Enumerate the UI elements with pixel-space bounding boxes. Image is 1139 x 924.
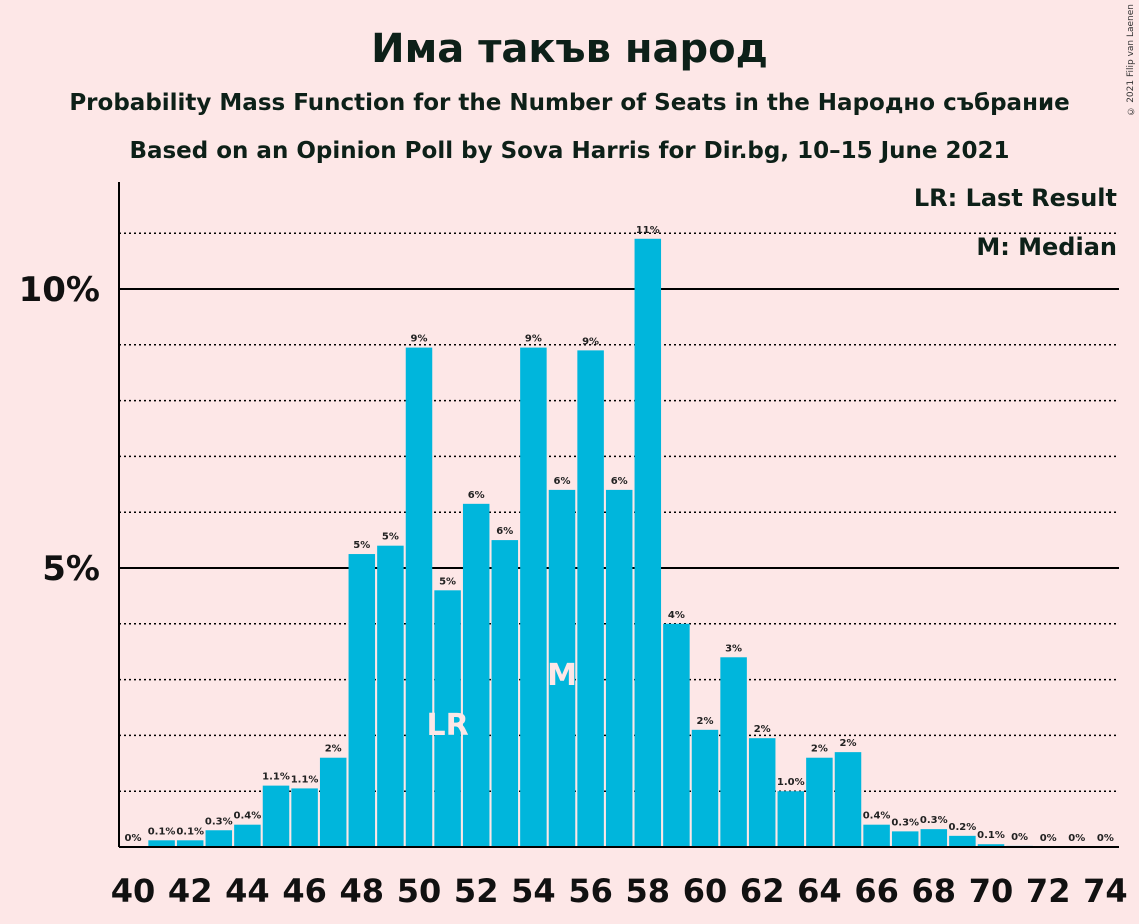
x-tick-label: 44 xyxy=(225,872,270,910)
bar-label-42: 0.1% xyxy=(176,826,204,837)
bar-label-56: 9% xyxy=(582,336,599,347)
bar-label-71: 0% xyxy=(1011,832,1028,843)
bar-55 xyxy=(548,489,576,847)
x-tick-label: 50 xyxy=(397,872,442,910)
x-tick-label: 46 xyxy=(282,872,327,910)
y-tick-label: 10% xyxy=(19,270,100,310)
x-tick-label: 62 xyxy=(740,872,785,910)
bar-label-65: 2% xyxy=(840,738,857,749)
bar-66 xyxy=(863,824,890,847)
bar-49 xyxy=(377,545,404,847)
bar-label-74: 0% xyxy=(1097,833,1114,844)
bar-52 xyxy=(462,503,490,847)
bar-label-48: 5% xyxy=(353,540,370,551)
x-tick-label: 64 xyxy=(797,872,842,910)
bar-label-51: 5% xyxy=(439,576,456,587)
x-tick-label: 40 xyxy=(111,872,156,910)
bar-label-73: 0% xyxy=(1068,833,1085,844)
legend-median: M: Median xyxy=(976,233,1117,261)
bar-label-67: 0.3% xyxy=(891,817,919,828)
bar-45 xyxy=(262,785,290,847)
median-marker: M xyxy=(547,658,577,693)
bar-67 xyxy=(891,831,919,847)
bar-44 xyxy=(234,824,261,847)
bar-label-47: 2% xyxy=(325,744,342,755)
bar-50 xyxy=(405,347,433,847)
bar-64 xyxy=(806,757,833,847)
chart-subtitle-poll: Based on an Opinion Poll by Sova Harris … xyxy=(129,138,1010,164)
x-tick-label: 54 xyxy=(511,872,556,910)
bar-60 xyxy=(691,729,719,847)
x-tick-label: 58 xyxy=(626,872,671,910)
bar-51 xyxy=(434,590,461,847)
bar-label-64: 2% xyxy=(811,744,828,755)
bar-label-49: 5% xyxy=(382,532,399,543)
bar-label-70: 0.1% xyxy=(977,830,1005,841)
bar-53 xyxy=(491,540,519,847)
bar-label-63: 1.0% xyxy=(777,777,805,788)
bar-label-46: 1.1% xyxy=(291,774,319,785)
bar-59 xyxy=(663,623,690,847)
bar-label-45: 1.1% xyxy=(262,772,290,783)
bar-label-50: 9% xyxy=(411,334,428,345)
bar-label-40: 0% xyxy=(125,833,142,844)
bar-label-52: 6% xyxy=(468,490,485,501)
bar-label-54: 9% xyxy=(525,334,542,345)
bar-label-68: 0.3% xyxy=(920,815,948,826)
x-tick-label: 52 xyxy=(454,872,499,910)
x-tick-label: 66 xyxy=(854,872,899,910)
x-tick-label: 70 xyxy=(969,872,1014,910)
bar-label-44: 0.4% xyxy=(234,811,262,822)
bar-label-61: 3% xyxy=(725,643,742,654)
bar-label-43: 0.3% xyxy=(205,816,233,827)
bar-46 xyxy=(291,788,318,847)
bar-70 xyxy=(977,844,1005,847)
chart-subtitle: Probability Mass Function for the Number… xyxy=(69,90,1070,116)
x-tick-label: 48 xyxy=(340,872,385,910)
y-tick-label: 5% xyxy=(42,549,100,589)
bar-42 xyxy=(176,840,204,847)
bar-65 xyxy=(834,752,862,847)
bar-47 xyxy=(319,757,347,847)
bar-56 xyxy=(577,350,604,847)
bar-68 xyxy=(920,829,948,847)
x-tick-label: 60 xyxy=(683,872,728,910)
bar-54 xyxy=(520,347,547,847)
bar-41 xyxy=(148,840,175,847)
x-tick-label: 74 xyxy=(1083,872,1128,910)
bar-label-69: 0.2% xyxy=(949,822,977,833)
bar-69 xyxy=(949,835,976,847)
x-tick-label: 68 xyxy=(912,872,957,910)
x-tick-label: 72 xyxy=(1026,872,1071,910)
bar-61 xyxy=(720,657,747,847)
bar-63 xyxy=(777,791,805,847)
bar-label-57: 6% xyxy=(611,476,628,487)
chart-title: Има такъв народ xyxy=(371,26,768,72)
bar-label-41: 0.1% xyxy=(148,826,176,837)
bar-48 xyxy=(348,554,376,847)
bar-label-62: 2% xyxy=(754,724,771,735)
bar-57 xyxy=(605,489,633,847)
x-tick-label: 42 xyxy=(168,872,213,910)
bar-43 xyxy=(205,830,233,847)
bar-label-72: 0% xyxy=(1040,833,1057,844)
bar-label-58: 11% xyxy=(636,225,660,236)
bar-label-55: 6% xyxy=(554,476,571,487)
bar-label-59: 4% xyxy=(668,610,685,621)
x-tick-label: 56 xyxy=(568,872,613,910)
bar-label-60: 2% xyxy=(697,716,714,727)
bar-label-66: 0.4% xyxy=(863,811,891,822)
last-result-marker: LR xyxy=(426,708,468,743)
legend-last-result: LR: Last Result xyxy=(913,184,1117,212)
bar-label-53: 6% xyxy=(496,526,513,537)
bar-58 xyxy=(634,238,662,847)
bar-62 xyxy=(748,738,776,847)
